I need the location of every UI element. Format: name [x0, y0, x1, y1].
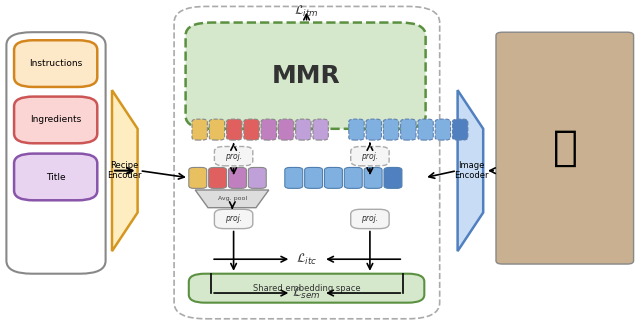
FancyBboxPatch shape	[14, 154, 97, 200]
FancyBboxPatch shape	[261, 119, 276, 140]
Text: $\mathcal{L}_{sem}$: $\mathcal{L}_{sem}$	[292, 286, 321, 300]
Text: s: s	[418, 175, 420, 180]
FancyBboxPatch shape	[192, 119, 207, 140]
FancyBboxPatch shape	[244, 119, 259, 140]
FancyBboxPatch shape	[227, 119, 242, 140]
FancyBboxPatch shape	[228, 167, 246, 188]
Polygon shape	[458, 90, 483, 251]
FancyBboxPatch shape	[189, 274, 424, 303]
FancyBboxPatch shape	[189, 167, 207, 188]
FancyBboxPatch shape	[209, 167, 227, 188]
Text: proj.: proj.	[362, 152, 378, 161]
Text: Instructions: Instructions	[29, 59, 83, 68]
FancyBboxPatch shape	[418, 119, 433, 140]
FancyBboxPatch shape	[6, 32, 106, 274]
Text: proj.: proj.	[362, 214, 378, 223]
FancyBboxPatch shape	[384, 167, 402, 188]
Text: $\mathcal{L}_{itc}$: $\mathcal{L}_{itc}$	[296, 252, 317, 267]
FancyBboxPatch shape	[14, 97, 97, 143]
FancyBboxPatch shape	[366, 119, 381, 140]
Text: Recipe
Encoder: Recipe Encoder	[107, 161, 141, 180]
FancyBboxPatch shape	[496, 32, 634, 264]
FancyBboxPatch shape	[364, 167, 382, 188]
Text: proj.: proj.	[225, 214, 242, 223]
FancyBboxPatch shape	[351, 147, 389, 166]
FancyBboxPatch shape	[401, 119, 416, 140]
FancyBboxPatch shape	[349, 119, 364, 140]
FancyBboxPatch shape	[351, 209, 389, 229]
Text: 🍪: 🍪	[552, 127, 578, 169]
FancyBboxPatch shape	[209, 119, 225, 140]
FancyBboxPatch shape	[278, 119, 294, 140]
FancyBboxPatch shape	[305, 167, 323, 188]
FancyBboxPatch shape	[435, 119, 451, 140]
Text: Image
Encoder: Image Encoder	[454, 161, 488, 180]
FancyBboxPatch shape	[248, 167, 266, 188]
FancyBboxPatch shape	[452, 119, 468, 140]
FancyBboxPatch shape	[324, 167, 342, 188]
FancyBboxPatch shape	[383, 119, 399, 140]
FancyBboxPatch shape	[214, 209, 253, 229]
FancyBboxPatch shape	[214, 147, 253, 166]
Text: proj.: proj.	[225, 152, 242, 161]
FancyBboxPatch shape	[344, 167, 362, 188]
Text: $\mathcal{L}_{itm}$: $\mathcal{L}_{itm}$	[294, 4, 319, 19]
Polygon shape	[195, 190, 269, 208]
Text: Avg. pool: Avg. pool	[218, 196, 247, 201]
FancyBboxPatch shape	[285, 167, 303, 188]
Text: Ingredients: Ingredients	[30, 115, 81, 124]
Text: MMR: MMR	[271, 64, 340, 88]
FancyBboxPatch shape	[296, 119, 311, 140]
FancyBboxPatch shape	[186, 23, 426, 129]
Text: Title: Title	[46, 173, 65, 182]
Text: Shared embedding space: Shared embedding space	[253, 284, 360, 293]
Polygon shape	[112, 90, 138, 251]
FancyBboxPatch shape	[14, 40, 97, 87]
FancyBboxPatch shape	[313, 119, 328, 140]
